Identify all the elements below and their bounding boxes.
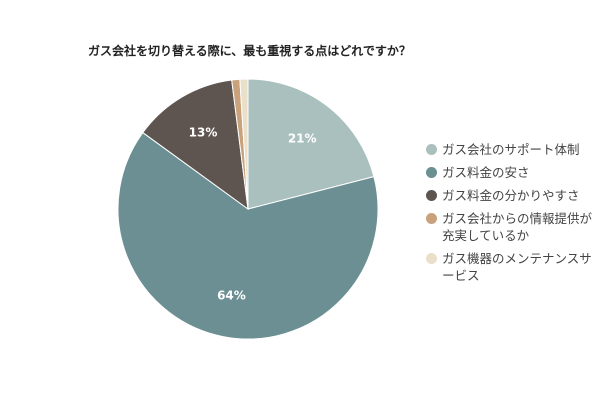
legend-label: ガス料金の分かりやすさ [442, 188, 580, 203]
legend-label: ガス機器のメンテナンスサービス [442, 251, 592, 283]
legend-item: ガス料金の安さ [426, 164, 598, 181]
pie-slice [117, 131, 379, 340]
legend-item: ガス機器のメンテナンスサービス [426, 250, 598, 284]
data-label: 21% [288, 132, 317, 146]
legend-swatch [426, 190, 437, 201]
legend-label: ガス料金の安さ [442, 165, 530, 180]
data-label: 13% [189, 125, 218, 139]
legend-swatch [426, 144, 437, 155]
legend: ガス会社のサポート体制 ガス料金の安さガス料金の分かりやすさガス会社からの情報提供… [426, 141, 598, 290]
chart-title: ガス会社を切り替える際に、最も重視する点はどれですか？ [88, 44, 411, 58]
pie-slice [142, 79, 249, 211]
legend-label: ガス会社からの情報提供が充実しているか [442, 211, 593, 243]
legend-item: ガス会社からの情報提供が充実しているか [426, 210, 598, 244]
legend-item: ガス料金の分かりやすさ [426, 187, 598, 204]
legend-swatch [426, 253, 437, 264]
legend-swatch [426, 167, 437, 178]
legend-label: ガス会社のサポート体制 [442, 142, 580, 157]
data-label: 64% [217, 288, 246, 302]
legend-swatch [426, 213, 437, 224]
pie-slice [247, 78, 375, 210]
legend-item: ガス会社のサポート体制 [426, 141, 598, 158]
pie-slice [239, 78, 249, 210]
